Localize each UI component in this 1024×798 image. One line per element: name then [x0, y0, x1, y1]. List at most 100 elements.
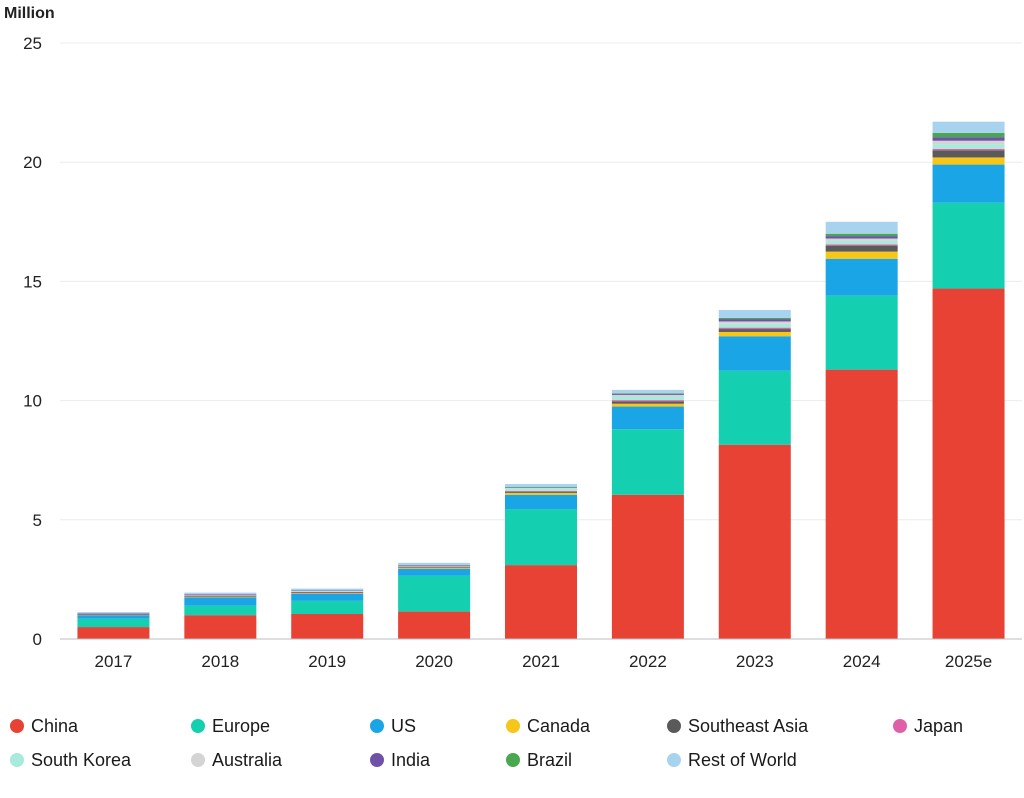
bar-stack-2018 — [184, 592, 257, 639]
x-tick-label: 2022 — [629, 652, 667, 671]
legend-item-japan: Japan — [893, 711, 963, 741]
legend-item-us: US — [370, 711, 416, 741]
bar-segment-canada-2018 — [184, 596, 257, 598]
bar-segment-japan-2025e — [932, 148, 1005, 151]
bar-segment-us-2025e — [932, 164, 1005, 203]
legend-label: Canada — [527, 715, 591, 736]
legend-swatch — [191, 753, 205, 767]
bar-segment-brazil-2024 — [825, 233, 898, 237]
bar-segment-australia-2023 — [718, 321, 791, 324]
bar-segment-europe-2021 — [505, 509, 577, 566]
bar-segment-australia-2021 — [505, 487, 577, 489]
bar-segment-southeast-asia-2017 — [77, 614, 150, 616]
chart-legend: China Europe US Canada Southeast Asia Japan So… — [0, 706, 1024, 786]
bar-segment-southeast-asia-2018 — [184, 596, 257, 597]
bar-segment-canada-2019 — [291, 592, 364, 594]
bar-segment-southeast-asia-2024 — [825, 245, 898, 252]
bars — [77, 121, 1005, 639]
bar-segment-south-korea-2018 — [184, 594, 257, 596]
legend-label: Southeast Asia — [688, 715, 809, 736]
bar-segment-rest-of-world-2022 — [611, 389, 684, 394]
bar-segment-southeast-asia-2025e — [932, 150, 1005, 158]
bar-segment-europe-2019 — [291, 600, 364, 614]
y-tick-label: 25 — [23, 34, 42, 53]
x-tick-label: 2025e — [945, 652, 992, 671]
bar-segment-canada-2025e — [932, 157, 1005, 165]
bar-stack-2021 — [505, 484, 577, 639]
bar-segment-rest-of-world-2025e — [932, 121, 1005, 133]
legend-item-india: India — [370, 745, 430, 775]
bar-segment-rest-of-world-2019 — [291, 588, 364, 591]
bar-segment-southeast-asia-2023 — [718, 329, 791, 332]
legend-item-europe: Europe — [191, 711, 270, 741]
bar-segment-japan-2023 — [718, 327, 791, 330]
bar-stack-2022 — [611, 389, 684, 639]
legend-label: Brazil — [527, 749, 573, 770]
bar-segment-europe-2023 — [718, 370, 791, 445]
legend-swatch — [506, 753, 520, 767]
legend-item-south-korea: South Korea — [10, 745, 131, 775]
y-axis-label: Million — [4, 5, 55, 22]
legend-item-southeast-asia: Southeast Asia — [667, 711, 808, 741]
legend-label: Australia — [212, 749, 283, 770]
legend-swatch — [893, 719, 907, 733]
bar-segment-south-korea-2024 — [825, 240, 898, 245]
bar-stack-2024 — [825, 221, 898, 639]
y-tick-label: 20 — [23, 153, 42, 172]
legend-item-rest-of-world: Rest of World — [667, 745, 797, 775]
bar-segment-us-2018 — [184, 597, 257, 606]
bar-segment-china-2022 — [611, 494, 684, 639]
bar-segment-south-korea-2020 — [398, 565, 471, 567]
bar-segment-brazil-2022 — [611, 393, 684, 394]
legend-label: Japan — [914, 715, 964, 736]
bar-segment-us-2022 — [611, 406, 684, 430]
x-tick-label: 2024 — [843, 652, 881, 671]
legend-item-canada: Canada — [506, 711, 590, 741]
legend-label: India — [391, 749, 431, 770]
bar-segment-china-2025e — [932, 288, 1005, 639]
y-tick-label: 5 — [33, 511, 42, 530]
x-tick-labels: 2017 2018 2019 2020 2021 2022 2023 2024 2025e — [95, 652, 993, 671]
bar-segment-rest-of-world-2020 — [398, 562, 471, 565]
bar-segment-india-2022 — [611, 393, 684, 395]
bar-segment-southeast-asia-2019 — [291, 592, 364, 594]
bar-segment-europe-2024 — [825, 295, 898, 370]
bar-segment-india-2018 — [184, 594, 257, 595]
legend-swatch — [370, 753, 384, 767]
bar-segment-europe-2020 — [398, 575, 471, 612]
legend-label: China — [31, 715, 79, 736]
bar-segment-south-korea-2022 — [611, 396, 684, 401]
bar-segment-canada-2021 — [505, 492, 577, 495]
legend-swatch — [10, 753, 24, 767]
bar-segment-canada-2022 — [611, 403, 684, 407]
bar-segment-japan-2020 — [398, 566, 471, 568]
legend-swatch — [191, 719, 205, 733]
bar-segment-japan-2017 — [77, 613, 150, 615]
legend-swatch — [667, 753, 681, 767]
bar-segment-india-2020 — [398, 564, 471, 566]
bar-segment-india-2019 — [291, 590, 364, 591]
legend-label: Europe — [212, 715, 271, 736]
bar-stack-2023 — [718, 310, 791, 639]
legend-swatch — [667, 719, 681, 733]
x-tick-label: 2021 — [522, 652, 560, 671]
bar-segment-us-2021 — [505, 494, 577, 510]
legend-swatch — [370, 719, 384, 733]
bar-segment-us-2019 — [291, 593, 364, 601]
x-tick-label: 2023 — [736, 652, 774, 671]
bar-segment-rest-of-world-2017 — [77, 612, 150, 614]
y-tick-labels: 0 5 10 15 20 25 — [23, 34, 42, 649]
legend-swatch — [506, 719, 520, 733]
bar-segment-canada-2020 — [398, 567, 471, 569]
bar-segment-europe-2022 — [611, 429, 684, 495]
bar-segment-southeast-asia-2020 — [398, 567, 471, 568]
bar-segment-brazil-2021 — [505, 487, 577, 488]
bar-segment-japan-2021 — [505, 490, 577, 492]
bar-segment-india-2025e — [932, 137, 1005, 141]
bar-segment-south-korea-2023 — [718, 323, 791, 328]
bar-segment-south-korea-2025e — [932, 144, 1005, 149]
y-tick-label: 0 — [33, 630, 42, 649]
bar-segment-southeast-asia-2022 — [611, 401, 684, 404]
bar-segment-europe-2017 — [77, 618, 150, 628]
bar-stack-2025e — [932, 121, 1005, 639]
